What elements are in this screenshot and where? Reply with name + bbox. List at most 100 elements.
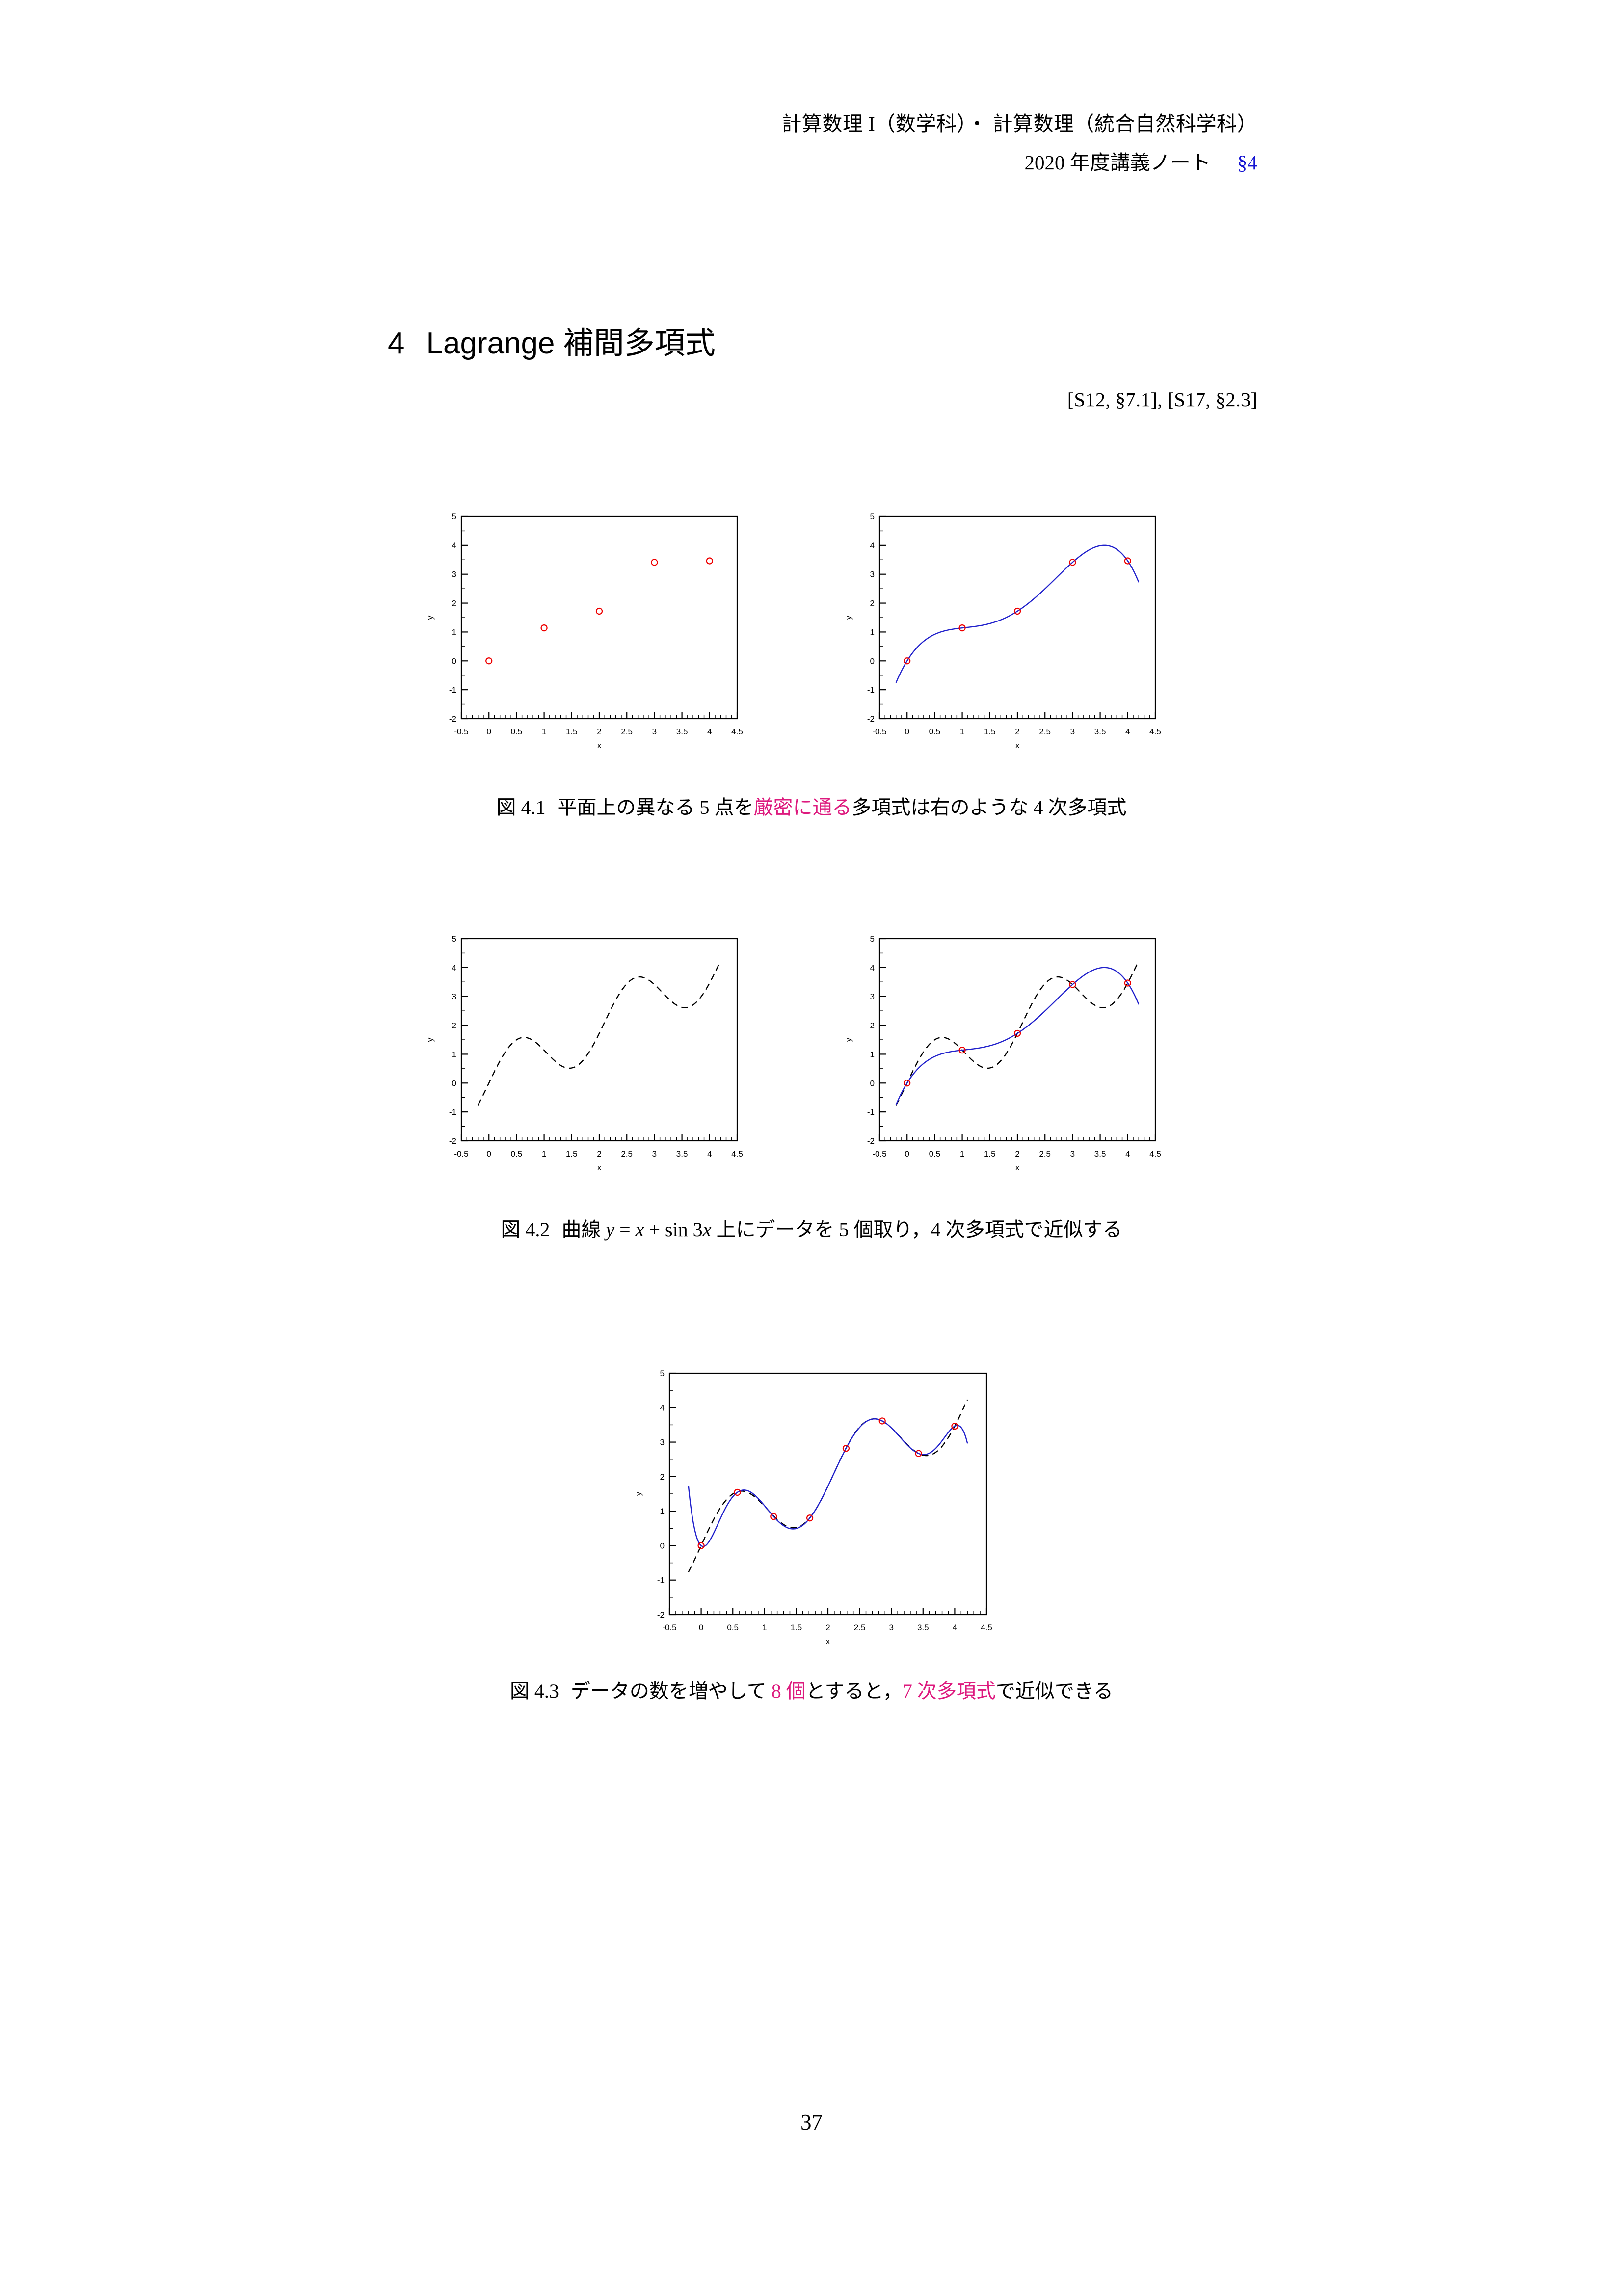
formula-sin: sin 3 [665, 1218, 703, 1241]
svg-text:4.5: 4.5 [981, 1623, 992, 1632]
svg-text:-0.5: -0.5 [454, 1149, 468, 1159]
figure-4-3-caption: 図 4.3 データの数を増やして 8 個とすると，7 次多項式で近似できる [0, 1675, 1623, 1703]
figure-4-3-text-part1: データの数を増やして [570, 1680, 772, 1702]
svg-text:-2: -2 [449, 1136, 456, 1146]
figure-4-3-highlight-1: 8 個 [771, 1680, 806, 1702]
svg-text:x: x [1015, 741, 1020, 750]
svg-text:2: 2 [870, 599, 875, 608]
svg-text:4: 4 [452, 541, 456, 550]
svg-text:0: 0 [486, 727, 491, 736]
svg-text:4.5: 4.5 [731, 1149, 743, 1159]
figure-4-3-text-part3: で近似できる [995, 1680, 1114, 1702]
svg-text:4.5: 4.5 [1149, 1149, 1161, 1159]
svg-text:3.5: 3.5 [1094, 1149, 1106, 1159]
svg-text:-2: -2 [867, 714, 875, 724]
formula-x: x [635, 1218, 644, 1241]
svg-text:-2: -2 [867, 1136, 875, 1146]
svg-text:2: 2 [1015, 1149, 1019, 1159]
svg-text:-1: -1 [867, 685, 875, 695]
svg-text:0: 0 [452, 1079, 456, 1088]
svg-text:2: 2 [1015, 727, 1019, 736]
figure-4-1-highlight: 厳密に通る [753, 796, 852, 818]
svg-text:0: 0 [905, 727, 909, 736]
svg-text:4: 4 [870, 963, 875, 972]
svg-text:5: 5 [452, 934, 456, 944]
svg-text:-1: -1 [657, 1576, 665, 1585]
svg-text:y: y [426, 1037, 435, 1042]
svg-text:2: 2 [597, 727, 601, 736]
figure-gap [744, 506, 843, 751]
svg-text:2.5: 2.5 [621, 727, 633, 736]
svg-text:1: 1 [960, 1149, 964, 1159]
plot-fig4-3: -0.5 0 0.5 1 1.5 2 2.5 3 3.5 4 4.5 -2 -1 0 1 2 3 4 5 x y [633, 1362, 993, 1647]
svg-text:3.5: 3.5 [676, 1149, 688, 1159]
svg-text:4: 4 [660, 1403, 665, 1412]
svg-text:3: 3 [1070, 727, 1075, 736]
plot-fig4-1-right: -0.5 0 0.5 1 1.5 2 2.5 3 3.5 4 4.5 -2 -1 0 1 2 3 4 5 x y [843, 506, 1162, 751]
reference-citations: [S12, §7.1], [S17, §2.3] [1067, 388, 1257, 411]
svg-text:4: 4 [953, 1623, 957, 1632]
svg-text:x: x [1015, 1163, 1020, 1172]
svg-text:2.5: 2.5 [854, 1623, 866, 1632]
formula-x2: x [702, 1218, 712, 1241]
plot-fig4-2-left: -0.5 0 0.5 1 1.5 2 2.5 3 3.5 4 4.5 -2 -1 0 1 2 3 4 5 x y [425, 928, 744, 1173]
svg-text:0: 0 [905, 1149, 909, 1159]
svg-text:2: 2 [452, 599, 456, 608]
svg-text:2: 2 [452, 1021, 456, 1030]
figure-4-1: -0.5 0 0.5 1 1.5 2 2.5 3 3.5 4 4.5 -2 -1 0 1 2 3 4 5 x y -0.… [425, 506, 1162, 751]
formula-equals: = [614, 1218, 636, 1241]
svg-text:0: 0 [699, 1623, 703, 1632]
svg-text:3: 3 [660, 1438, 665, 1447]
figure-4-1-label: 図 4.1 [496, 796, 546, 818]
svg-text:4.5: 4.5 [731, 727, 743, 736]
figure-4-1-text-part1: 平面上の異なる 5 点を [557, 796, 754, 818]
svg-text:x: x [826, 1637, 830, 1646]
svg-text:2: 2 [660, 1472, 665, 1482]
svg-text:-1: -1 [449, 685, 456, 695]
figure-4-1-caption: 図 4.1 平面上の異なる 5 点を厳密に通る多項式は右のような 4 次多項式 [0, 791, 1623, 820]
svg-text:1: 1 [762, 1623, 767, 1632]
svg-text:-1: -1 [867, 1107, 875, 1117]
svg-text:4: 4 [870, 541, 875, 550]
svg-text:0: 0 [660, 1541, 665, 1550]
svg-text:0: 0 [870, 656, 875, 666]
svg-text:-0.5: -0.5 [454, 727, 468, 736]
figure-4-3: -0.5 0 0.5 1 1.5 2 2.5 3 3.5 4 4.5 -2 -1 0 1 2 3 4 5 x y [633, 1362, 993, 1647]
svg-text:y: y [844, 615, 853, 620]
page-running-head: 計算数理 I（数学科）・ 計算数理（統合自然科学科） 2020 年度講義ノート … [0, 114, 1623, 173]
svg-text:5: 5 [660, 1369, 665, 1378]
figure-4-2-text-part1: 曲線 [561, 1218, 606, 1241]
svg-text:3: 3 [870, 992, 875, 1001]
course-title: 計算数理 I（数学科）・ 計算数理（統合自然科学科） [781, 112, 1257, 135]
svg-text:0.5: 0.5 [929, 727, 941, 736]
formula-plus: + [644, 1218, 665, 1241]
figure-4-2-label: 図 4.2 [501, 1218, 550, 1241]
svg-text:3: 3 [452, 570, 456, 579]
plot-fig4-1-left: -0.5 0 0.5 1 1.5 2 2.5 3 3.5 4 4.5 -2 -1 0 1 2 3 4 5 x y [425, 506, 744, 751]
page-number: 37 [800, 2110, 823, 2134]
svg-text:y: y [426, 615, 435, 620]
section-number: 4 [388, 326, 405, 360]
svg-text:0: 0 [452, 656, 456, 666]
svg-text:0.5: 0.5 [929, 1149, 941, 1159]
svg-text:2.5: 2.5 [621, 1149, 633, 1159]
svg-text:3.5: 3.5 [676, 727, 688, 736]
svg-text:x: x [597, 1163, 602, 1172]
svg-text:1.5: 1.5 [984, 727, 996, 736]
figure-4-3-highlight-2: 7 次多項式 [902, 1680, 996, 1702]
figure-4-3-text-part2: とすると， [805, 1680, 903, 1702]
svg-text:0.5: 0.5 [511, 1149, 523, 1159]
svg-text:1.5: 1.5 [984, 1149, 996, 1159]
svg-text:-0.5: -0.5 [872, 727, 886, 736]
svg-text:1: 1 [452, 1050, 456, 1059]
svg-text:4.5: 4.5 [1149, 727, 1161, 736]
svg-text:3: 3 [452, 992, 456, 1001]
svg-text:3.5: 3.5 [1094, 727, 1106, 736]
svg-text:-0.5: -0.5 [662, 1623, 676, 1632]
formula-y: y [606, 1218, 615, 1241]
svg-text:1: 1 [452, 627, 456, 637]
svg-text:-2: -2 [657, 1610, 665, 1620]
figure-4-1-text-part2: 多項式は右のような 4 次多項式 [851, 796, 1127, 818]
svg-text:4: 4 [1125, 727, 1130, 736]
svg-text:4: 4 [452, 963, 456, 972]
